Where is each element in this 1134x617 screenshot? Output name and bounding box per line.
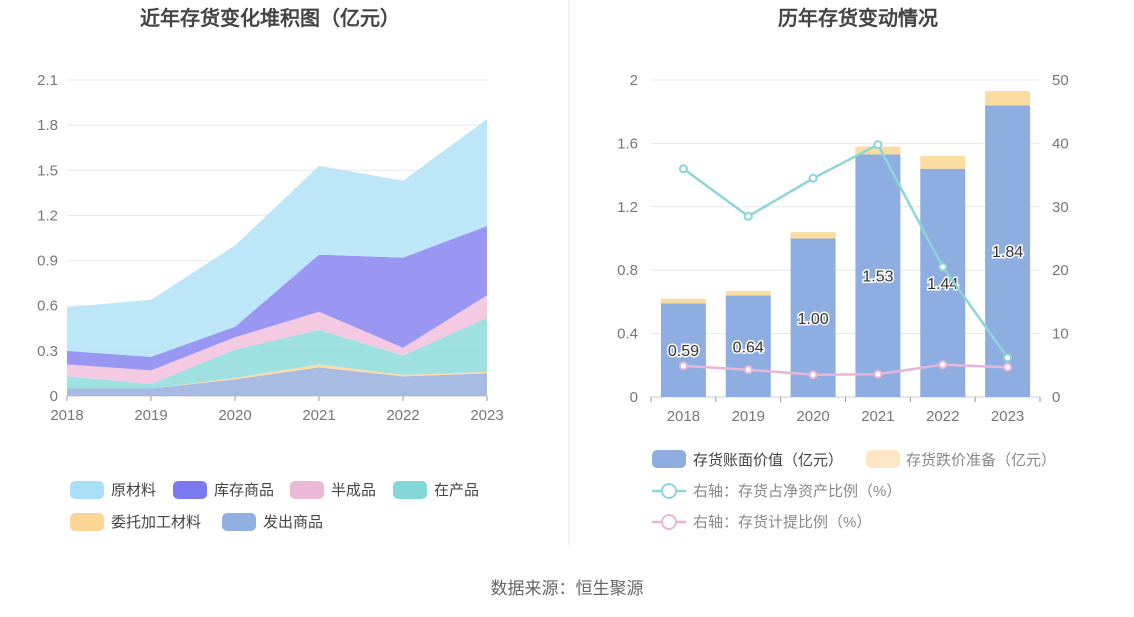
area-legend-swatch	[393, 481, 427, 499]
bar-legend-swatch	[652, 450, 686, 468]
bar	[985, 105, 1031, 398]
stacked-area-chart: 近年存货变化堆积图（亿元） 0 0.3 0.6 0.9 1.2 1.5 1.8 2.1 2018 2…	[37, 6, 504, 531]
area-y-tick-label: 1.5	[37, 162, 58, 179]
bar-y-left-tick-label: 0	[630, 389, 638, 406]
area-y-tick-label: 1.2	[37, 207, 58, 224]
line-legend-marker	[661, 483, 677, 499]
bar-x-tick-label: 2020	[796, 408, 829, 425]
bar-y-right-tick-label: 0	[1052, 389, 1060, 406]
bar-y-left-tick-label: 2	[630, 72, 638, 89]
bar-chart-title: 历年存货变动情况	[778, 6, 938, 30]
bar-x-tick-label: 2023	[991, 408, 1024, 425]
area-legend-label: 发出商品	[263, 514, 323, 531]
bar-legend-swatch	[866, 450, 900, 468]
bar-data-label: 1.53	[862, 269, 893, 286]
bar	[855, 146, 901, 155]
line-point	[808, 370, 818, 380]
line-point	[743, 211, 753, 221]
line-point	[743, 365, 753, 375]
bar-y-left-tick-label: 0.8	[617, 262, 638, 279]
line-legend-label: 右轴：存货占净资产比例（%）	[693, 483, 901, 500]
area-x-tick-label: 2021	[302, 407, 335, 424]
bar-data-label: 1.44	[927, 276, 958, 293]
area-chart-title: 近年存货变化堆积图（亿元）	[140, 6, 400, 30]
line-point	[873, 140, 883, 150]
bar	[920, 156, 966, 169]
line-series	[682, 143, 1009, 359]
line-point	[678, 361, 688, 371]
line-legend-label: 右轴：存货计提比例（%）	[693, 514, 871, 531]
area-series	[67, 317, 487, 389]
bar	[790, 232, 836, 239]
line-point	[938, 262, 948, 272]
bar-x-tick-label: 2018	[667, 408, 700, 425]
bar-x-tick-label: 2019	[732, 408, 765, 425]
area-y-tick-label: 2.1	[37, 72, 58, 89]
line-point	[808, 173, 818, 183]
bar-data-label: 1.00	[798, 311, 829, 328]
bar-y-left-tick-label: 1.2	[617, 199, 638, 216]
line-point	[1003, 353, 1013, 363]
bar	[985, 91, 1031, 106]
area-x-tick-label: 2018	[50, 407, 83, 424]
bar-y-right-tick-label: 30	[1052, 199, 1069, 216]
area-series	[67, 226, 487, 371]
area-series	[67, 295, 487, 384]
area-legend-label: 在产品	[434, 482, 479, 499]
bar-y-left-tick-label: 1.6	[617, 135, 638, 152]
line-point	[938, 360, 948, 370]
area-x-tick-label: 2023	[470, 407, 503, 424]
bar	[725, 295, 771, 397]
area-legend-label: 库存商品	[214, 482, 274, 499]
area-x-tick-label: 2020	[218, 407, 251, 424]
bar-y-right-tick-label: 10	[1052, 326, 1069, 343]
line-point	[873, 369, 883, 379]
area-legend-swatch	[222, 513, 256, 531]
bar	[920, 168, 966, 397]
bar-y-left-tick-label: 0.4	[617, 326, 638, 343]
area-legend-swatch	[290, 481, 324, 499]
bar-x-tick-label: 2022	[926, 408, 959, 425]
area-series	[67, 119, 487, 357]
bar	[855, 154, 901, 397]
area-legend-label: 半成品	[331, 482, 376, 499]
bar-y-right-tick-label: 20	[1052, 262, 1069, 279]
bar	[660, 303, 706, 397]
line-series	[683, 363, 1008, 377]
line-legend-marker	[661, 514, 677, 530]
area-y-tick-label: 1.8	[37, 117, 58, 134]
area-legend-label: 原材料	[111, 482, 156, 499]
bar-y-right-tick-label: 50	[1052, 72, 1069, 89]
area-legend-swatch	[70, 513, 104, 531]
bar-data-label: 1.84	[992, 244, 1023, 261]
bar-data-label: 0.59	[668, 343, 699, 360]
area-legend-swatch	[70, 481, 104, 499]
area-y-tick-label: 0.9	[37, 253, 58, 270]
area-legend-swatch	[173, 481, 207, 499]
area-x-tick-label: 2019	[134, 407, 167, 424]
area-series	[67, 367, 487, 396]
bar	[725, 290, 771, 296]
area-legend-label: 委托加工材料	[111, 514, 201, 531]
bar-legend-label: 存货账面价值（亿元）	[693, 452, 843, 469]
bar-x-tick-label: 2021	[861, 408, 894, 425]
line-point	[678, 164, 688, 174]
area-y-tick-label: 0.6	[37, 298, 58, 315]
bar-legend-label: 存货跌价准备（亿元）	[906, 452, 1056, 469]
area-x-tick-label: 2022	[386, 407, 419, 424]
line-point	[1003, 362, 1013, 372]
data-source-note: 数据来源：恒生聚源	[490, 579, 644, 598]
area-y-tick-label: 0	[50, 388, 58, 405]
bar	[660, 298, 706, 304]
bar-data-label: 0.64	[733, 339, 764, 356]
area-y-tick-label: 0.3	[37, 343, 58, 360]
bar-y-right-tick-label: 40	[1052, 135, 1069, 152]
